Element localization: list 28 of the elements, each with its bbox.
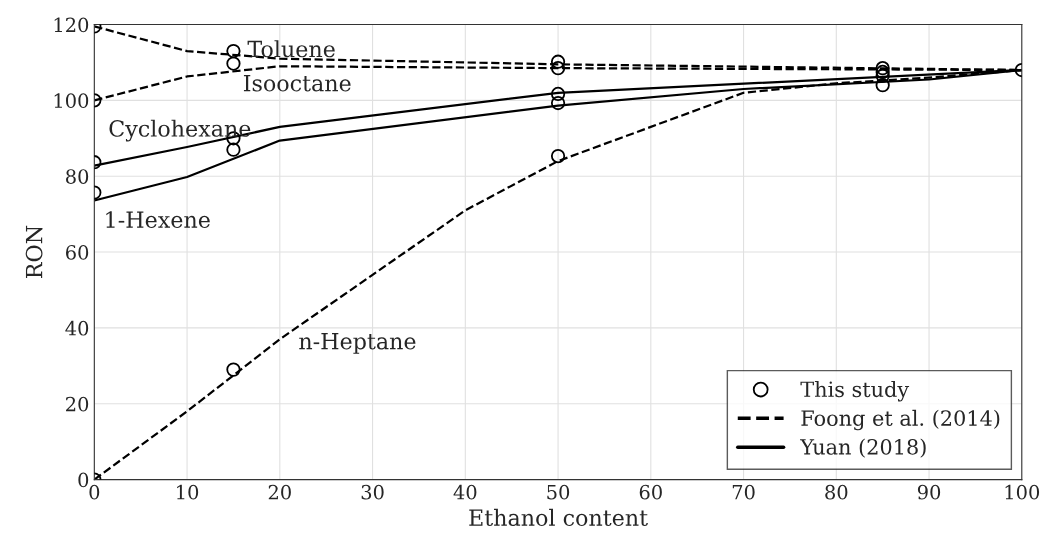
annotation: Toluene [247,40,335,58]
x-tick-label: 10 [177,484,199,500]
annotation: Cyclohexane [109,119,251,142]
x-tick-label: 90 [917,484,941,500]
x-tick-label: 100 [1005,484,1040,500]
annotation: Isooctane [243,74,351,92]
y-tick-label: 100 [54,93,89,109]
annotation: 1-Hexene [106,211,210,229]
x-tick-label: 20 [268,484,291,500]
y-tick-label: 60 [66,245,89,260]
x-tick-label: 40 [453,484,477,500]
legend-label: This study [800,381,910,402]
y-tick-label: 20 [66,396,89,412]
x-axis-title: Ethanol content [469,508,648,527]
x-tick-label: 30 [361,484,384,500]
y-axis-title: RON [25,225,43,279]
y-tick-label: 80 [66,169,89,184]
x-tick-label: 60 [639,484,662,500]
x-tick-label: 70 [732,484,755,500]
y-tick-label: 120 [54,17,89,33]
legend-label: Foong et al. (2014) [801,409,1000,431]
y-tick-label: 40 [65,320,89,336]
x-tick-label: 50 [547,484,570,500]
annotation: n-Heptane [299,333,416,354]
legend-label: Yuan (2018) [800,438,926,458]
x-tick-label: 80 [825,484,848,500]
y-tick-label: 0 [78,472,89,488]
x-tick-label: 0 [89,484,100,500]
